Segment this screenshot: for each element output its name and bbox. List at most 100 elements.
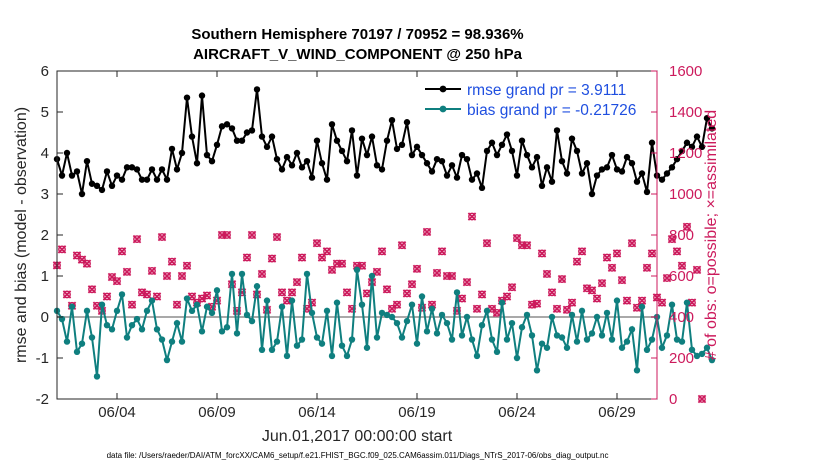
rmse-point <box>528 164 536 171</box>
bias-point <box>308 309 316 317</box>
obs-assimilated-marker <box>612 249 622 258</box>
left-tick-label: 4 <box>41 145 49 162</box>
obs-possible-marker <box>448 272 456 280</box>
rmse-point <box>503 131 511 138</box>
obs-assimilated-marker <box>437 247 447 256</box>
bias-point <box>643 346 651 353</box>
obs-assimilated-marker <box>482 238 492 248</box>
rmse-point <box>683 139 691 146</box>
rmse-point <box>638 170 646 177</box>
obs-assimilated-marker <box>607 263 617 273</box>
rmse-point <box>98 186 106 194</box>
obs-assimilated-marker <box>692 265 702 275</box>
rmse-point <box>363 151 371 159</box>
bias-point <box>188 307 196 315</box>
obs-possible-marker <box>313 239 321 248</box>
obs-possible-marker <box>343 288 351 297</box>
obs-possible-marker <box>248 231 256 239</box>
obs-possible-marker <box>103 292 111 301</box>
bias-series-layer <box>53 266 716 380</box>
obs-assimilated-marker <box>132 234 142 244</box>
rmse-point <box>118 176 126 183</box>
bias-point <box>518 324 526 331</box>
obs-possible-marker <box>503 292 511 301</box>
obs-assimilated-marker <box>682 222 692 232</box>
bias-point <box>443 319 451 327</box>
obs-possible-marker <box>258 270 266 278</box>
obs-assimilated-marker <box>557 274 567 284</box>
rmse-point <box>643 188 651 196</box>
rmse-point <box>368 133 376 140</box>
bias-point <box>438 311 446 319</box>
obs-assimilated-marker <box>472 304 482 314</box>
bias-point <box>218 328 226 335</box>
rmse-point <box>573 147 581 155</box>
rmse-point <box>218 123 226 130</box>
bias-point <box>488 336 496 343</box>
rmse-point <box>93 182 101 189</box>
obs-possible-marker <box>628 239 636 248</box>
bias-point <box>208 309 216 317</box>
obs-assimilated-marker <box>257 269 267 279</box>
obs-possible-marker <box>673 247 681 256</box>
rmse-point <box>213 141 221 148</box>
rmse-point <box>453 174 461 181</box>
rmse-point <box>173 166 181 173</box>
rmse-point <box>163 176 171 183</box>
rmse-point <box>703 114 711 122</box>
rmse-point <box>78 190 86 198</box>
obs-possible-marker <box>668 235 676 244</box>
rmse-point <box>373 162 381 169</box>
obs-assimilated-marker <box>62 290 72 299</box>
obs-possible-marker <box>508 283 516 292</box>
obs-possible-marker <box>603 253 611 262</box>
rmse-point <box>423 160 431 167</box>
bias-point <box>278 303 286 310</box>
obs-possible-marker <box>333 259 341 268</box>
obs-possible-marker <box>598 279 606 288</box>
rmse-point <box>143 176 151 183</box>
bias-point <box>658 344 666 351</box>
obs-possible-marker <box>513 234 521 242</box>
bias-point <box>608 336 616 343</box>
bias-point <box>633 367 641 374</box>
obs-possible-marker <box>693 265 701 274</box>
right-tick-label: 600 <box>669 268 694 285</box>
rmse-point <box>198 92 206 99</box>
obs-assimilated-marker <box>667 234 677 244</box>
obs-possible-marker <box>483 239 491 248</box>
obs-possible-marker <box>578 247 586 256</box>
rmse-point <box>193 160 201 167</box>
bias-point <box>623 338 631 345</box>
bias-point <box>533 367 541 374</box>
rmse-point <box>593 172 601 179</box>
rmse-point <box>553 127 561 134</box>
rmse-point <box>328 121 336 128</box>
rmse-point <box>443 172 451 179</box>
rmse-point <box>513 172 521 179</box>
obs-possible-marker <box>298 253 306 262</box>
rmse-point <box>548 178 556 185</box>
obs-possible-marker <box>523 241 531 250</box>
bias-point <box>158 336 166 343</box>
rmse-point <box>478 184 486 192</box>
rmse-point <box>273 155 281 163</box>
obs-possible-marker <box>408 280 416 289</box>
obs-possible-marker <box>593 294 601 303</box>
rmse-point <box>398 141 406 148</box>
rmse-point <box>63 149 71 157</box>
rmse-point <box>623 153 631 161</box>
obs-possible-marker <box>623 296 631 305</box>
rmse-point <box>203 151 211 159</box>
bias-point <box>103 322 111 329</box>
rmse-point <box>268 133 276 140</box>
rmse-point <box>658 176 666 183</box>
right-axis-label: # of obs: o=possible; ×=assimilated <box>703 110 720 360</box>
obs-possible-marker <box>663 274 671 282</box>
rmse-point <box>563 170 571 177</box>
obs-possible-marker <box>543 270 551 278</box>
bias-point <box>448 336 456 343</box>
rmse-point <box>508 147 516 155</box>
obs-assimilated-marker <box>122 267 132 277</box>
bias-point <box>588 330 596 337</box>
